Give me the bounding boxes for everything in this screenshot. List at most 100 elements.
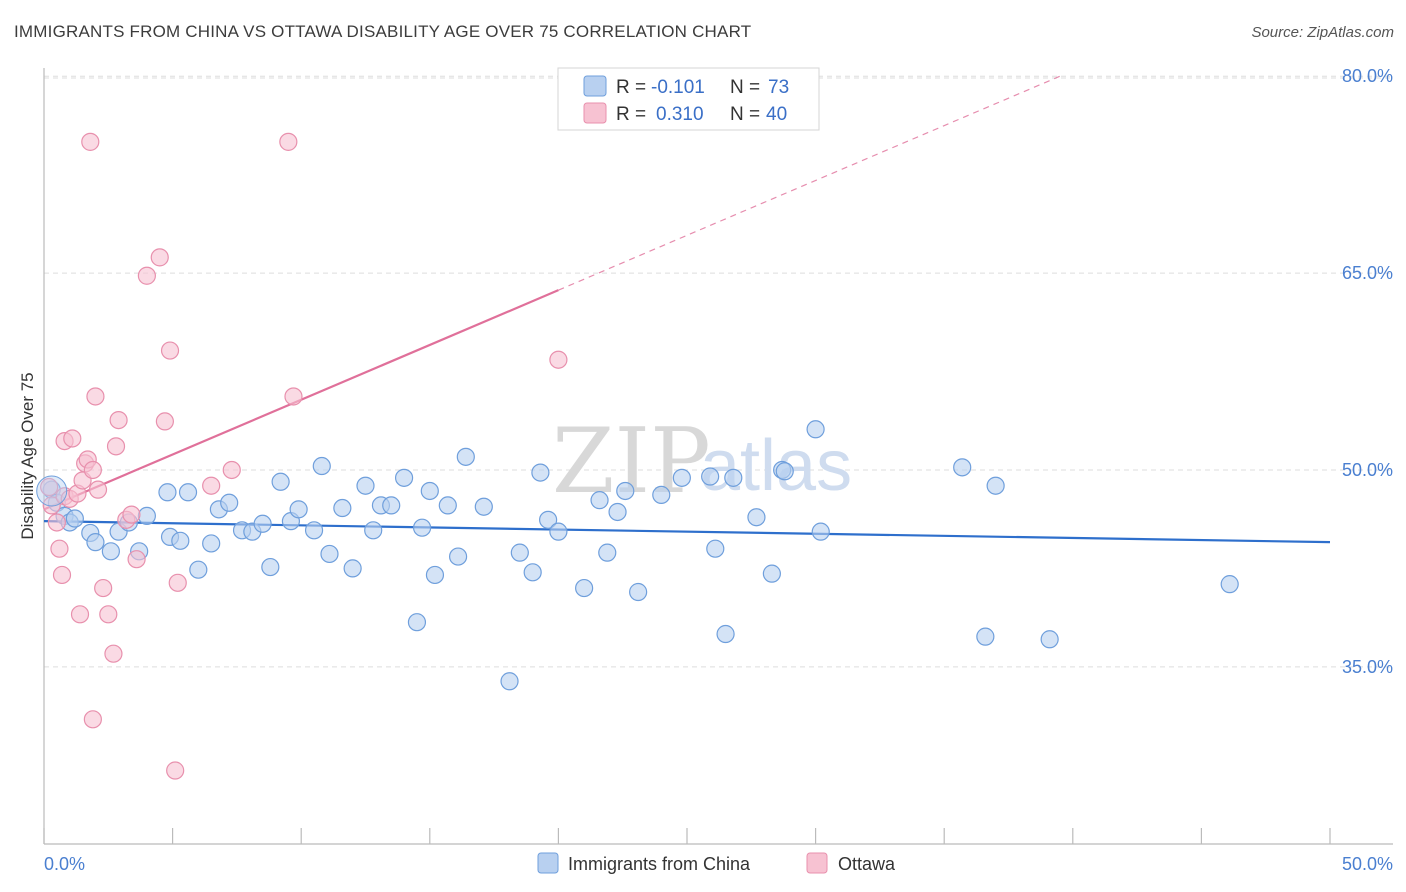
legend-n-value-pink: 40 (766, 104, 787, 125)
china-point-63 (747, 508, 766, 527)
china-point-24 (271, 472, 290, 491)
chart-title: IMMIGRANTS FROM CHINA VS OTTAWA DISABILI… (14, 22, 752, 41)
axes (43, 68, 1393, 845)
ottawa-point-4 (52, 565, 72, 585)
legend-r-label-blue: R = (616, 77, 646, 98)
china-point-4 (65, 509, 84, 528)
series-legend-swatch-china (537, 852, 559, 874)
china-point-45 (500, 672, 519, 691)
china-point-12 (158, 483, 177, 502)
china-point-11 (137, 506, 156, 526)
china-point-51 (575, 578, 594, 598)
ottawa-point-32 (168, 573, 187, 592)
ottawa-point-19 (94, 578, 113, 598)
china-point-42 (448, 547, 468, 566)
ottawa-point-23 (109, 410, 128, 430)
ottawa-point-2 (47, 513, 66, 532)
y-tick-label-35: 35.0% (1342, 657, 1393, 677)
ottawa-point-31 (166, 761, 185, 780)
y-tick-label-65: 65.0% (1342, 263, 1393, 283)
series-legend-label-ottawa: Ottawa (838, 854, 896, 874)
china-point-48 (531, 463, 550, 482)
china-point-60 (706, 539, 725, 558)
china-point-16 (189, 560, 208, 579)
china-point-41 (438, 496, 457, 515)
scatter-points (36, 132, 1239, 780)
ottawa-point-28 (150, 248, 169, 267)
ottawa-point-27 (137, 266, 156, 285)
ottawa-point-10 (70, 605, 90, 624)
china-point-47 (523, 563, 542, 582)
ottawa-point-1 (42, 496, 61, 515)
china-point-68 (811, 522, 830, 541)
china-point-56 (629, 582, 648, 602)
china-point-73 (1220, 575, 1239, 594)
ottawa-point-21 (104, 644, 123, 663)
china-point-29 (320, 544, 339, 564)
ottawa-point-3 (50, 539, 69, 558)
ottawa-point-18 (88, 480, 108, 499)
series-legend-label-china: Immigrants from China (568, 854, 751, 874)
china-point-40 (425, 565, 445, 585)
ottawa-point-30 (160, 341, 180, 360)
ottawa-trend-extension (558, 75, 1061, 291)
legend-n-value-blue: 73 (768, 77, 789, 98)
ottawa-point-36 (284, 387, 303, 406)
legend-n-label-pink: N = (730, 104, 760, 125)
y-axis-title: Disability Age Over 75 (18, 372, 37, 539)
china-point-26 (289, 500, 308, 519)
china-point-61 (716, 624, 735, 644)
china-point-54 (608, 502, 627, 522)
ottawa-point-17 (86, 387, 105, 406)
china-point-31 (343, 559, 362, 578)
legend-r-value-blue: -0.101 (651, 77, 705, 98)
ottawa-point-25 (122, 505, 141, 524)
china-point-28 (312, 456, 331, 476)
ottawa-point-22 (106, 437, 126, 456)
ottawa-point-0 (40, 477, 59, 497)
china-point-55 (616, 481, 635, 501)
china-point-43 (456, 447, 475, 466)
ottawa-point-34 (222, 460, 241, 480)
china-point-large (36, 475, 68, 507)
china-point-37 (407, 613, 427, 632)
china-point-23 (261, 557, 280, 577)
china-point-67 (806, 420, 825, 439)
china-point-52 (590, 491, 609, 510)
china-point-50 (549, 522, 568, 541)
legend-swatch-blue (583, 75, 607, 97)
ottawa-point-15 (83, 460, 102, 480)
china-point-58 (672, 468, 691, 487)
series-legend-swatch-ottawa (806, 852, 828, 874)
china-point-33 (364, 521, 383, 540)
china-point-53 (598, 543, 617, 562)
china-point-27 (304, 521, 324, 540)
china-point-22 (253, 514, 272, 533)
china-point-14 (171, 531, 190, 550)
china-point-6 (86, 533, 105, 552)
china-point-35 (382, 496, 401, 515)
china-point-57 (652, 485, 671, 505)
china-point-59 (701, 467, 720, 486)
legend-r-label-pink: R = (616, 104, 646, 125)
china-point-71 (986, 476, 1005, 495)
ottawa-point-8 (63, 429, 82, 448)
y-tick-label-50: 50.0% (1342, 460, 1393, 480)
china-point-7 (101, 542, 120, 561)
china-point-17 (202, 534, 221, 553)
correlation-legend: R = -0.101 N = 73 R = 0.310 N = 40 (557, 67, 820, 131)
china-point-15 (178, 483, 198, 502)
y-tick-labels: 35.0% 50.0% 65.0% 80.0% (1342, 66, 1393, 677)
ottawa-point-26 (127, 550, 146, 569)
china-point-70 (976, 627, 995, 646)
china-point-44 (474, 497, 493, 516)
ottawa-point-35 (279, 132, 298, 151)
ottawa-point-33 (202, 476, 221, 495)
legend-swatch-pink (583, 102, 607, 124)
ottawa-point-29 (155, 412, 174, 431)
china-point-19 (220, 493, 239, 512)
china-point-62 (724, 468, 743, 487)
china-point-36 (394, 468, 414, 487)
x-tick-label-min: 0.0% (44, 854, 85, 874)
